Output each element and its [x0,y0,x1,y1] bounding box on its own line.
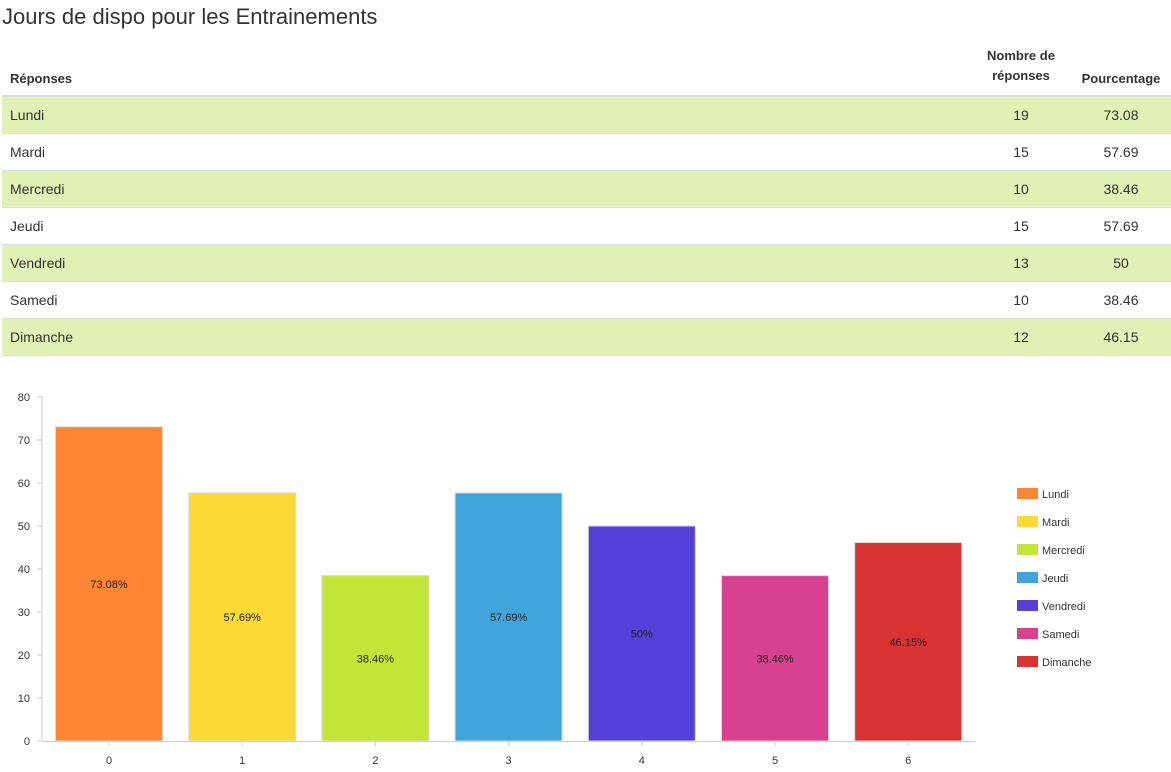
legend-swatch [1017,656,1038,667]
bar-data-label: 38.46% [756,653,794,665]
table-row: Vendredi 13 50 [2,244,1171,282]
legend-swatch [1017,516,1038,527]
x-tick-label: 1 [239,755,245,767]
header-responses: Réponses [2,46,971,97]
x-tick-label: 6 [905,755,911,767]
row-count: 10 [971,281,1071,319]
y-tick-label: 10 [18,693,30,705]
y-tick-label: 60 [18,478,30,490]
page-title: Jours de dispo pour les Entrainements [2,4,378,29]
y-tick-label: 0 [24,736,30,748]
bar [454,492,563,742]
row-label: Mercredi [2,170,971,208]
bar-data-label: 73.08% [90,579,128,591]
legend-label: Vendredi [1042,601,1085,613]
y-tick-label: 70 [18,435,30,447]
row-count: 15 [971,133,1071,171]
row-percent: 73.08 [1071,96,1171,134]
x-tick-label: 0 [106,755,112,767]
row-label: Jeudi [2,207,971,245]
row-count: 12 [971,318,1071,356]
legend-swatch [1017,628,1038,639]
header-count-line2: réponses [992,68,1050,83]
table-row: Dimanche 12 46.15 [2,318,1171,356]
y-tick-label: 50 [18,521,30,533]
row-percent: 50 [1071,244,1171,282]
bar [55,426,163,742]
x-tick-label: 2 [372,755,378,767]
x-tick-label: 4 [639,755,645,767]
results-table: Réponses Nombre de réponses Pourcentage L… [2,46,1171,356]
bar [721,575,829,742]
row-percent: 57.69 [1071,207,1171,245]
legend-swatch [1017,488,1038,499]
legend-swatch [1017,544,1038,555]
row-percent: 46.15 [1071,318,1171,356]
bar-data-label: 38.46% [357,653,395,665]
y-tick-label: 40 [18,564,30,576]
row-label: Lundi [2,96,971,134]
row-label: Mardi [2,133,971,171]
row-label: Vendredi [2,244,971,282]
x-tick-label: 5 [772,755,778,767]
row-percent: 38.46 [1071,170,1171,208]
bar-data-label: 46.15% [890,637,928,649]
table-row: Jeudi 15 57.69 [2,207,1171,245]
x-tick-label: 3 [506,755,512,767]
legend-label: Jeudi [1042,573,1068,585]
bar-data-label: 57.69% [224,612,262,624]
legend-swatch [1017,600,1038,611]
table-row: Samedi 10 38.46 [2,281,1171,319]
legend-label: Lundi [1042,489,1069,501]
bar [321,575,430,742]
row-label: Samedi [2,281,971,319]
table-row: Lundi 19 73.08 [2,96,1171,134]
bar [587,525,696,742]
row-count: 10 [971,170,1071,208]
row-percent: 38.46 [1071,281,1171,319]
y-tick-label: 20 [18,650,30,662]
row-count: 19 [971,96,1071,134]
legend-label: Mercredi [1042,545,1085,557]
bar-data-label: 57.69% [490,612,528,624]
bar-chart: 0 10 20 30 40 50 60 70 80 73.08% 0 57.69% 1 38.46% 2 57… [18,392,1092,767]
legend-label: Dimanche [1042,657,1092,669]
row-percent: 57.69 [1071,133,1171,171]
row-count: 13 [971,244,1071,282]
header-count-line1: Nombre de [987,48,1055,63]
header-percent: Pourcentage [1071,46,1171,97]
header-count: Nombre de réponses [971,46,1071,97]
row-count: 15 [971,207,1071,245]
bar [188,492,297,742]
table-row: Mercredi 10 38.46 [2,170,1171,208]
bar [854,542,963,742]
row-label: Dimanche [2,318,971,356]
y-tick-label: 80 [18,392,30,404]
table-row: Mardi 15 57.69 [2,133,1171,171]
table-header-row: Réponses Nombre de réponses Pourcentage [2,46,1171,97]
legend-swatch [1017,572,1038,583]
bar-data-label: 50% [631,629,653,641]
legend-label: Mardi [1042,517,1070,529]
y-tick-label: 30 [18,607,30,619]
legend-label: Samedi [1042,629,1079,641]
